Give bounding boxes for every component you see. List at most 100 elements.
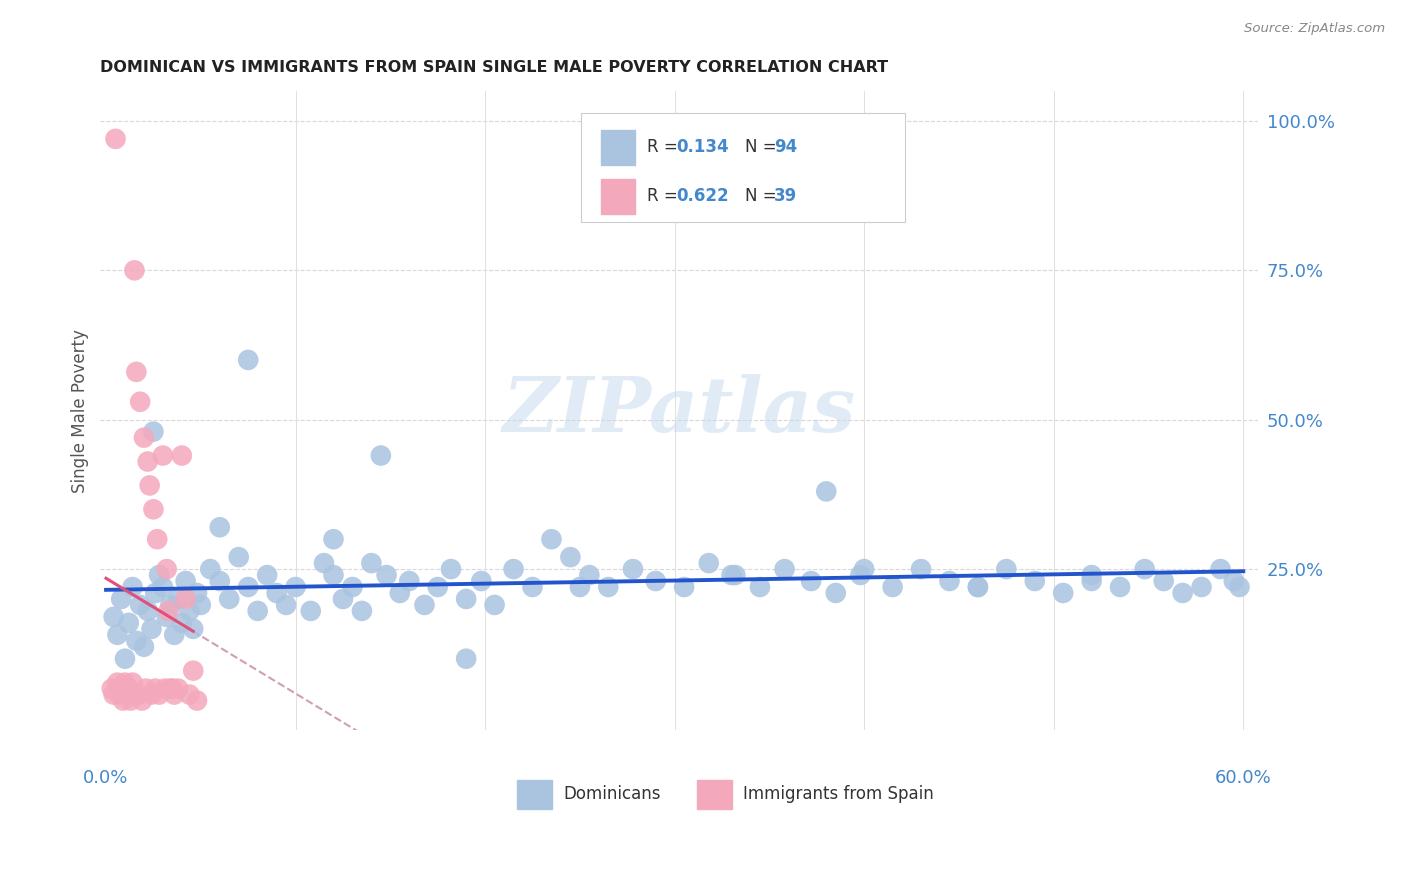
Point [142,502,165,516]
Point [208,574,231,588]
Text: 0.0%: 0.0% [83,769,129,788]
Point [1209,562,1232,576]
Point [153,681,176,696]
Point [598,580,620,594]
Point [413,598,436,612]
Point [1080,574,1102,588]
Point [322,568,344,582]
Point [910,562,932,576]
Point [578,568,600,582]
Point [167,591,190,606]
Point [174,574,197,588]
Point [815,484,838,499]
Point [118,681,141,696]
Point [375,568,398,582]
Point [148,568,170,582]
Point [146,532,169,546]
Point [138,478,160,492]
Point [440,562,463,576]
Point [170,449,193,463]
Point [120,693,142,707]
Point [995,562,1018,576]
Point [115,688,138,702]
Point [107,628,129,642]
Point [181,622,204,636]
Point [181,664,204,678]
Point [114,675,136,690]
Point [644,574,666,588]
Point [208,520,231,534]
Point [312,556,335,570]
Point [152,449,174,463]
FancyBboxPatch shape [600,129,636,165]
Text: 0.134: 0.134 [676,138,728,156]
Point [322,532,344,546]
Point [1191,580,1213,594]
Point [127,688,149,702]
Point [186,586,208,600]
Point [1171,586,1194,600]
Point [967,580,990,594]
Point [132,431,155,445]
Text: Source: ZipAtlas.com: Source: ZipAtlas.com [1244,22,1385,36]
Point [163,688,186,702]
Point [350,604,373,618]
Point [103,688,125,702]
Point [107,675,129,690]
Point [121,580,143,594]
Point [1229,580,1251,594]
Point [748,580,770,594]
Point [143,681,166,696]
Point [560,550,582,565]
Point [143,586,166,600]
Point [484,598,506,612]
Point [1223,574,1246,588]
Point [456,651,478,665]
Text: Dominicans: Dominicans [564,785,661,804]
Point [112,693,135,707]
Point [179,688,201,702]
Point [141,622,163,636]
Text: 0.622: 0.622 [676,187,728,205]
Text: Immigrants from Spain: Immigrants from Spain [744,785,934,804]
Point [124,263,146,277]
Point [426,580,449,594]
Point [522,580,544,594]
Point [162,681,184,696]
Point [131,693,153,707]
Point [502,562,524,576]
FancyBboxPatch shape [581,113,905,222]
Point [1024,574,1046,588]
Point [938,574,960,588]
Text: R =: R = [647,187,683,205]
FancyBboxPatch shape [697,780,731,809]
Text: 60.0%: 60.0% [1215,769,1271,788]
Point [284,580,307,594]
Point [114,651,136,665]
Point [398,574,420,588]
Point [470,574,492,588]
Point [800,574,823,588]
Point [256,568,278,582]
Point [186,693,208,707]
Point [156,562,179,576]
Point [238,580,260,594]
Point [246,604,269,618]
Point [697,556,720,570]
Point [132,640,155,654]
Point [266,586,288,600]
Point [621,562,644,576]
Point [170,615,193,630]
Point [125,365,148,379]
Text: 94: 94 [775,138,797,156]
Point [1080,568,1102,582]
FancyBboxPatch shape [517,780,553,809]
Point [1153,574,1175,588]
Point [200,562,222,576]
Text: N =: N = [745,187,782,205]
Point [110,591,132,606]
Point [135,681,157,696]
Point [1052,586,1074,600]
Point [121,675,143,690]
Point [370,449,392,463]
